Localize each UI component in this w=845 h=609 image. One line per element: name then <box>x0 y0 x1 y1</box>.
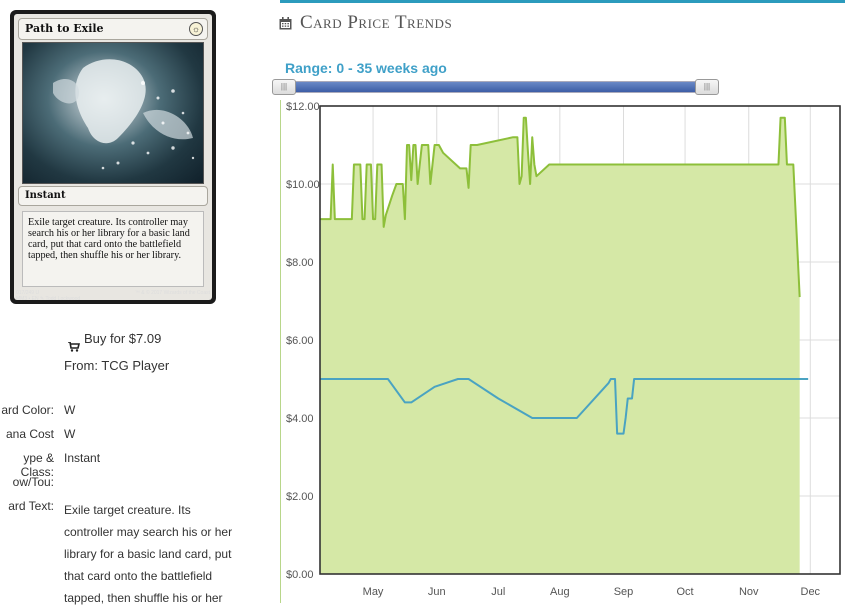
card-copyright: ™ & © 2017 Wizards of the Coast <box>134 290 210 296</box>
y-tick-label: $12.00 <box>286 101 320 113</box>
y-tick-label: $8.00 <box>286 257 314 269</box>
card-frame: Path to Exile ☼ Instant <box>14 14 212 300</box>
attr-label-card-text: ard Text: <box>8 499 54 513</box>
card-text-line: library for a basic land card, put <box>64 547 232 561</box>
x-tick-label: Aug <box>550 586 570 598</box>
y-tick-label: $6.00 <box>286 335 314 347</box>
calendar-icon <box>279 17 292 30</box>
white-mana-icon: ☼ <box>189 22 203 36</box>
x-tick-label: Sep <box>614 586 634 598</box>
x-tick-label: May <box>363 586 384 598</box>
card-image: Path to Exile ☼ Instant <box>10 10 216 304</box>
card-type: Instant <box>25 190 66 201</box>
attr-label-color: ard Color: <box>1 403 54 417</box>
buy-source: From: TCG Player <box>64 358 170 373</box>
range-slider-handle-end[interactable]: ||| <box>695 79 719 95</box>
series-area-0 <box>320 117 800 574</box>
x-tick-label: Oct <box>676 586 693 598</box>
x-tick-label: Nov <box>739 586 759 598</box>
card-text-line: Exile target creature. Its <box>64 503 191 517</box>
card-text-line: controller may search his or her <box>64 525 233 539</box>
cart-icon[interactable] <box>68 342 80 352</box>
y-tick-label: $2.00 <box>286 491 314 503</box>
y-axis: $0.00 $2.00 $4.00 $6.00 $8.00 $10.00 $12.00 <box>286 101 320 581</box>
x-tick-label: Jul <box>491 586 505 598</box>
series-line-0 <box>320 116 801 298</box>
card-text-line: tapped, then shuffle his or her <box>64 591 223 605</box>
accent-bar <box>280 0 845 3</box>
card-set-artist: MM3 • EN ✎ Todd Lockwood <box>16 296 81 302</box>
attr-label-type: ype & Class: <box>20 451 54 479</box>
attr-label-mana-cost: ana Cost <box>5 427 54 441</box>
series-line-1 <box>320 378 809 435</box>
card-name: Path to Exile <box>25 22 104 35</box>
attr-value-type: Instant <box>64 451 101 465</box>
page-title: Card Price Trends <box>300 12 453 33</box>
card-footer: 017/249 U MM3 • EN ✎ Todd Lockwood ™ & ©… <box>16 290 210 302</box>
y-tick-label: $0.00 <box>286 569 314 581</box>
range-slider-track[interactable] <box>273 81 719 93</box>
attr-value-color: W <box>64 403 76 417</box>
card-collector-number: 017/249 U <box>16 290 40 296</box>
card-artwork <box>22 42 204 184</box>
card-title-bar: Path to Exile ☼ <box>18 18 208 40</box>
x-tick-label: Jun <box>428 586 446 598</box>
attr-value-mana-cost: W <box>64 427 76 441</box>
range-slider-handle-start[interactable]: ||| <box>272 79 296 95</box>
card-rules-text: Exile target creature. Its controller ma… <box>22 211 204 287</box>
x-tick-label: Dec <box>801 586 821 598</box>
range-label: Range: 0 - 35 weeks ago <box>285 60 447 76</box>
buy-link[interactable]: Buy for $7.09 <box>84 331 162 346</box>
attr-value-card-text: Exile target creature. Its controller ma… <box>64 499 244 609</box>
y-tick-label: $10.00 <box>286 179 320 191</box>
price-chart: $0.00 $2.00 $4.00 $6.00 $8.00 $10.00 $12.00 Ma… <box>280 100 845 603</box>
x-axis: May Jun Jul Aug Sep Oct Nov Dec <box>363 586 821 598</box>
y-tick-label: $4.00 <box>286 413 314 425</box>
chart-series <box>320 116 809 574</box>
artwork-illustration <box>53 59 195 170</box>
card-text-line: that card onto the battlefield <box>64 569 213 583</box>
attr-label-pow-tou: ow/Tou: <box>12 475 54 489</box>
card-type-line: Instant <box>18 186 208 206</box>
plot-frame <box>319 105 841 575</box>
